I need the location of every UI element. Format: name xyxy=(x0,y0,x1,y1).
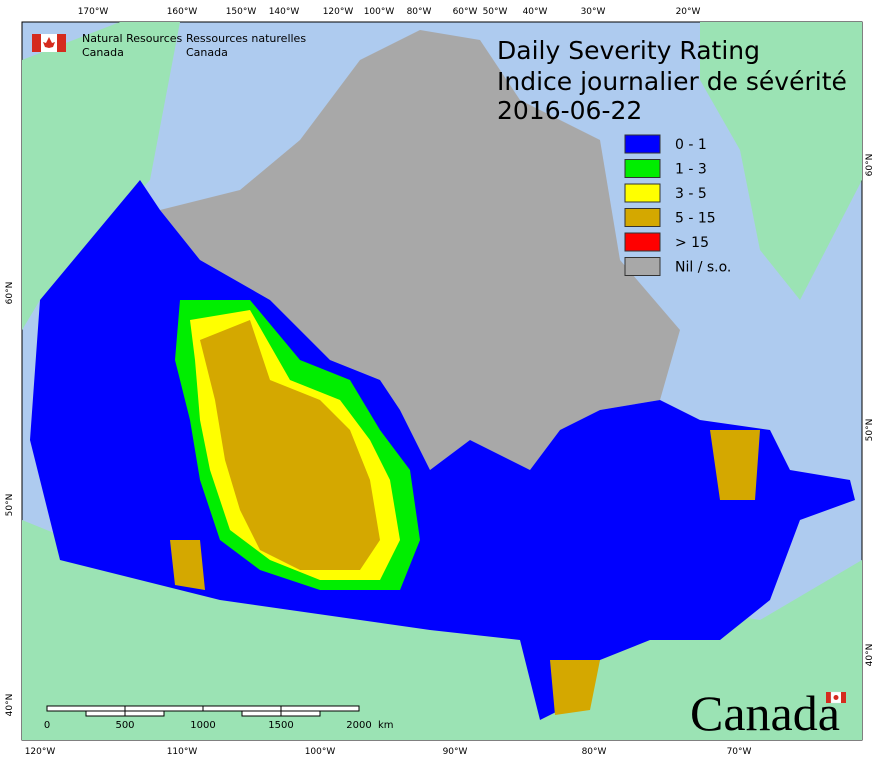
legend-swatch xyxy=(624,232,661,252)
legend: 0 - 1 1 - 3 3 - 5 5 - 15 > 15 Nil / s.o. xyxy=(624,134,731,276)
graticule-right: 50°N xyxy=(865,419,875,442)
graticule-top: 30°W xyxy=(581,7,606,17)
united-states xyxy=(22,520,862,740)
legend-swatch xyxy=(624,183,661,203)
graticule-top: 120°W xyxy=(323,7,354,17)
legend-swatch xyxy=(624,208,661,227)
graticule-top: 100°W xyxy=(364,7,395,17)
legend-label: 1 - 3 xyxy=(675,162,707,178)
legend-label: 5 - 15 xyxy=(675,211,716,227)
flag-bar xyxy=(826,692,831,703)
legend-label: Nil / s.o. xyxy=(675,260,731,276)
flag-leaf xyxy=(833,695,839,700)
scale-unit: km xyxy=(378,720,394,731)
graticule-bottom: 100°W xyxy=(305,747,336,757)
arctic-no-data xyxy=(160,30,680,470)
scale-label: 1500 xyxy=(268,720,293,731)
agency-en: Natural Resources xyxy=(82,32,183,45)
flag-bar xyxy=(32,34,41,52)
legend-label: 3 - 5 xyxy=(675,186,707,202)
graticule-left: 60°N xyxy=(5,282,15,305)
graticule-top: 20°W xyxy=(676,7,701,17)
legend-label: > 15 xyxy=(675,235,709,251)
legend-swatch xyxy=(624,257,661,276)
graticule-left: 40°N xyxy=(5,694,15,717)
title: Daily Severity Rating xyxy=(497,36,760,65)
scale-segment xyxy=(202,705,282,712)
graticule-bottom: 80°W xyxy=(582,747,607,757)
graticule-top: 150°W xyxy=(226,7,257,17)
flag-bar xyxy=(57,34,66,52)
scale-segment xyxy=(241,710,282,717)
greenland xyxy=(700,22,862,300)
scale-label: 1000 xyxy=(190,720,215,731)
graticule-top: 140°W xyxy=(269,7,300,17)
alaska xyxy=(22,22,180,330)
graticule-top: 160°W xyxy=(167,7,198,17)
scale-segment xyxy=(280,710,321,717)
graticule-bottom: 90°W xyxy=(443,747,468,757)
title: Indice journalier de sévérité xyxy=(497,67,847,96)
scale-segment xyxy=(280,705,360,712)
scale-segment xyxy=(124,705,204,712)
wordmark: Canada xyxy=(690,685,840,741)
wordmark-flag xyxy=(826,691,846,704)
agency-en: Canada xyxy=(82,46,124,59)
scale-label: 500 xyxy=(115,720,134,731)
graticule-top: 40°W xyxy=(523,7,548,17)
land xyxy=(22,22,862,740)
legend-label: 0 - 1 xyxy=(675,137,707,153)
graticule-top: 50°W xyxy=(483,7,508,17)
graticule-bottom: 70°W xyxy=(727,747,752,757)
graticule-right: 40°N xyxy=(865,644,875,667)
flag-leaf xyxy=(43,37,55,48)
legend-swatch xyxy=(624,134,661,154)
flag-bar xyxy=(841,692,846,703)
scale-bar: 0 500 1000 1500 2000 km xyxy=(44,705,394,731)
graticule-top: 170°W xyxy=(78,7,109,17)
date: 2016-06-22 xyxy=(497,96,642,125)
scale-label: 2000 xyxy=(346,720,371,731)
agency-fr: Ressources naturelles xyxy=(186,32,306,45)
graticule-top: 80°W xyxy=(407,7,432,17)
graticule-bottom: 120°W xyxy=(25,747,56,757)
scale-segment xyxy=(124,710,165,717)
scale-segment xyxy=(85,710,126,717)
graticule-top: 60°W xyxy=(453,7,478,17)
rating-5-15 xyxy=(200,320,380,570)
agency-signature: Natural Resources Canada Ressources natu… xyxy=(32,32,306,59)
agency-fr: Canada xyxy=(186,46,228,59)
graticule-labels: 170°W 160°W 150°W 140°W 120°W 100°W 80°W 60°W 50… xyxy=(5,7,875,757)
graticule-bottom: 110°W xyxy=(167,747,198,757)
scale-segment xyxy=(46,705,126,712)
legend-swatch xyxy=(624,159,661,178)
scale-label: 0 xyxy=(44,720,50,731)
graticule-right: 60°N xyxy=(865,154,875,177)
graticule-left: 50°N xyxy=(5,494,15,517)
